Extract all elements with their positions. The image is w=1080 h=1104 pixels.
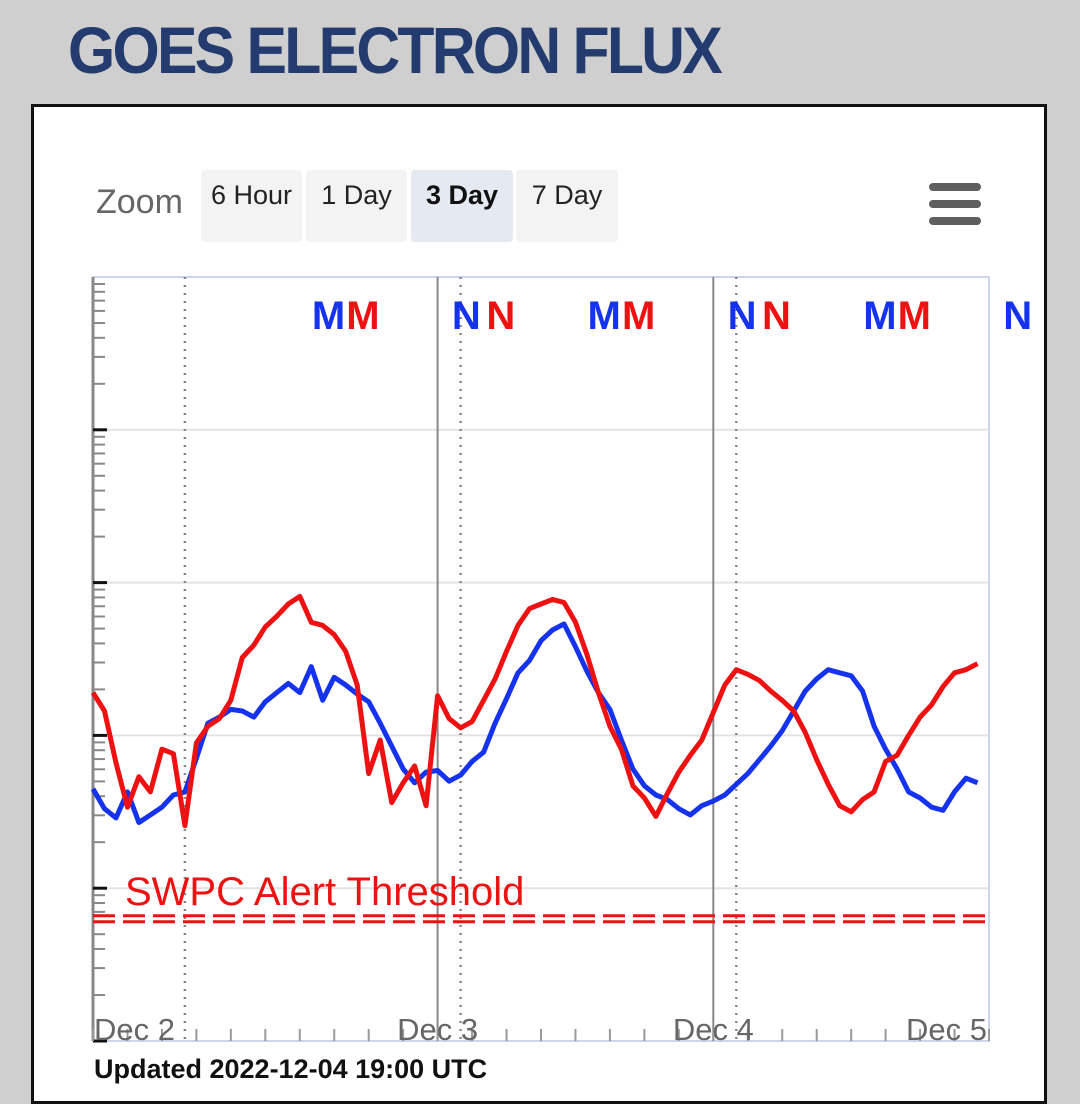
zoom-7-day-button[interactable]: 7 Day: [516, 170, 618, 242]
event-marker: N: [1003, 294, 1032, 338]
zoom-3-day-button[interactable]: 3 Day: [411, 170, 513, 242]
series-line-0: [90, 621, 979, 825]
zoom-1-day-button[interactable]: 1 Day: [306, 170, 407, 242]
x-tick-label: Dec 4: [673, 1012, 754, 1047]
event-marker: N: [452, 294, 481, 338]
menu-bar-icon: [929, 183, 981, 191]
zoom-6-hour-button[interactable]: 6 Hour: [201, 170, 302, 242]
page-title: GOES ELECTRON FLUX: [68, 13, 723, 87]
event-marker: M: [312, 294, 345, 338]
zoom-label: Zoom: [96, 183, 183, 221]
event-marker: M: [863, 294, 896, 338]
updated-timestamp: Updated 2022-12-04 19:00 UTC: [94, 1054, 488, 1084]
event-marker: N: [762, 294, 791, 338]
event-marker: N: [486, 294, 515, 338]
x-tick-label: Dec 3: [397, 1012, 478, 1047]
threshold-label: SWPC Alert Threshold: [125, 870, 524, 914]
x-tick-label: Dec 5: [906, 1012, 987, 1047]
x-tick-label: Dec 2: [94, 1012, 175, 1047]
menu-bar-icon: [929, 200, 981, 208]
menu-bar-icon: [929, 217, 981, 225]
event-marker: M: [898, 294, 931, 338]
chart-panel: Zoom 6 Hour 1 Day 3 Day 7 Day SWPC Alert…: [31, 104, 1047, 1104]
chart-menu-button[interactable]: [929, 183, 981, 225]
event-marker: M: [622, 294, 655, 338]
event-marker: N: [728, 294, 757, 338]
plot-area: [92, 276, 990, 1042]
series-line-1: [90, 593, 979, 829]
event-marker: M: [588, 294, 621, 338]
event-marker: M: [346, 294, 379, 338]
